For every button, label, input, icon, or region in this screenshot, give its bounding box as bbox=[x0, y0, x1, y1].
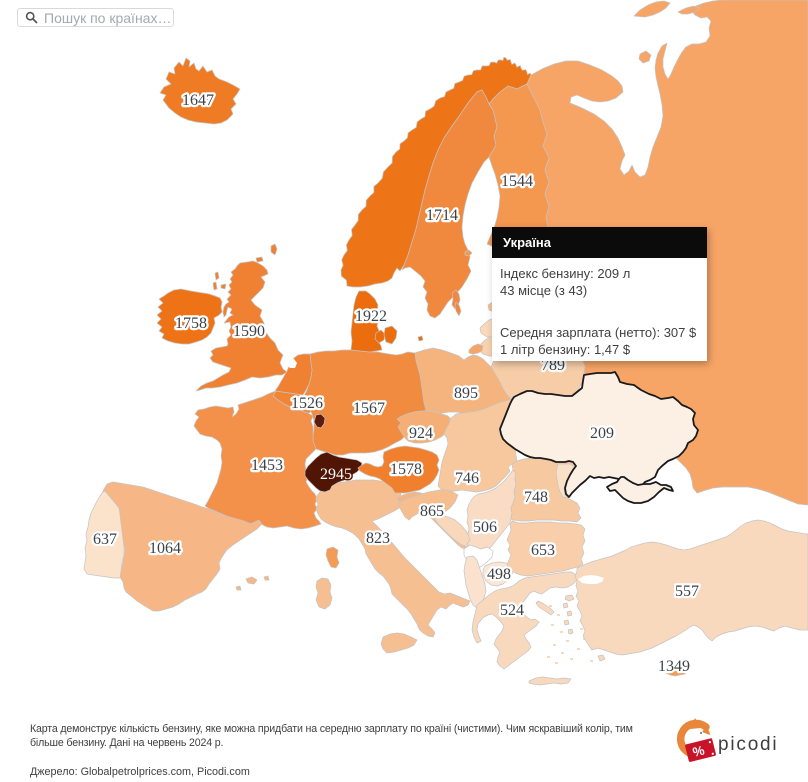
svg-text:1349: 1349 bbox=[658, 658, 690, 675]
svg-text:1922: 1922 bbox=[355, 308, 387, 325]
svg-text:895: 895 bbox=[454, 385, 478, 402]
svg-text:637: 637 bbox=[93, 531, 117, 548]
svg-text:557: 557 bbox=[675, 583, 699, 600]
svg-text:506: 506 bbox=[473, 519, 497, 536]
svg-text:746: 746 bbox=[455, 470, 479, 487]
svg-text:823: 823 bbox=[366, 530, 390, 547]
svg-text:1526: 1526 bbox=[291, 395, 323, 412]
svg-text:2945: 2945 bbox=[320, 466, 352, 483]
svg-text:1647: 1647 bbox=[182, 92, 214, 109]
svg-text:209: 209 bbox=[590, 425, 614, 442]
svg-text:1590: 1590 bbox=[233, 323, 265, 340]
svg-text:1567: 1567 bbox=[353, 400, 385, 417]
svg-text:1714: 1714 bbox=[426, 207, 458, 224]
svg-text:653: 653 bbox=[531, 542, 555, 559]
svg-text:748: 748 bbox=[524, 489, 548, 506]
svg-text:1544: 1544 bbox=[501, 173, 533, 190]
svg-text:1758: 1758 bbox=[175, 315, 207, 332]
svg-text:%: % bbox=[691, 742, 706, 759]
svg-text:524: 524 bbox=[500, 602, 524, 619]
svg-text:498: 498 bbox=[487, 566, 511, 583]
svg-text:1453: 1453 bbox=[251, 457, 283, 474]
svg-text:865: 865 bbox=[420, 503, 444, 520]
svg-text:924: 924 bbox=[409, 425, 433, 442]
svg-text:1578: 1578 bbox=[390, 461, 422, 478]
svg-text:1064: 1064 bbox=[149, 540, 181, 557]
